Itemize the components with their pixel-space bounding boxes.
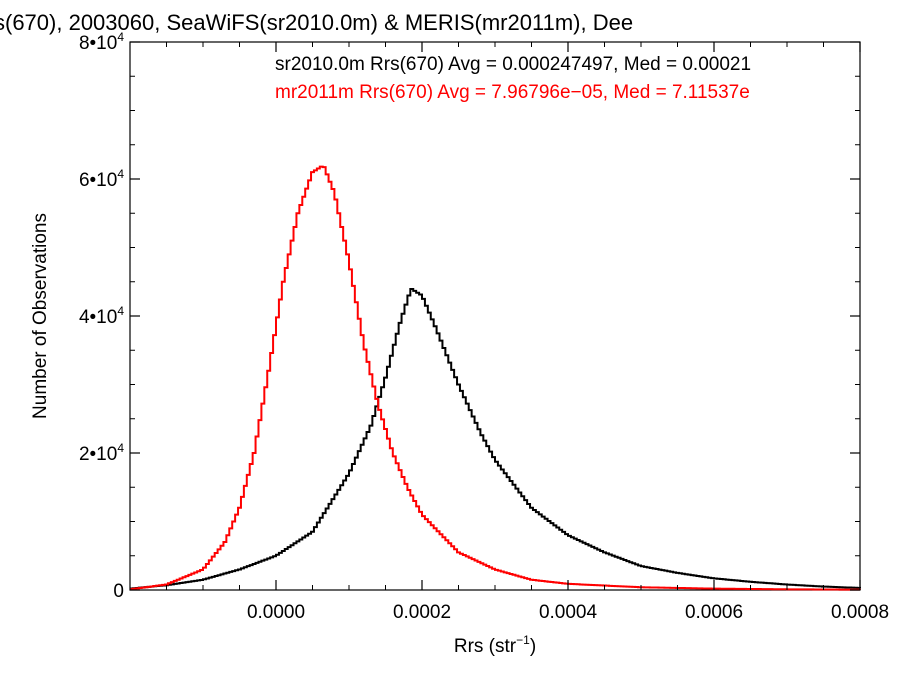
y-axis-label: Number of Observations [30,213,51,419]
x-axis-label-base: Rrs (str [454,636,517,657]
legend-entry-sr2010: sr2010.0m Rrs(670) Avg = 0.000247497, Me… [275,54,751,75]
y-tick-label: 4•104 [79,304,124,328]
x-tick-label: 0.0004 [539,602,598,623]
series-line-0 [130,288,861,590]
x-axis-label: Rrs (str−1) [454,633,536,657]
chart-title: s(670), 2003060, SeaWiFS(sr2010.0m) & ME… [0,10,633,35]
x-tick-label: 0.0000 [247,602,305,623]
histogram-curves [130,165,861,591]
y-tick-label: 8•104 [79,30,124,54]
y-tick-label: 6•104 [79,167,124,191]
y-tick-label: 2•104 [79,441,124,465]
legend-entry-mr2011: mr2011m Rrs(670) Avg = 7.96796e−05, Med … [275,82,750,103]
x-tick-label: 0.0002 [393,602,451,623]
x-tick-label: 0.0008 [831,602,889,623]
x-axis-label-end: ) [530,636,536,657]
x-axis-label-superscript: −1 [516,633,530,647]
y-tick-label: 0 [113,581,124,602]
series-line-1 [130,165,861,591]
x-axis-ticks: 0.0000 0.0002 0.0004 0.0006 0.0008 [129,42,889,623]
x-tick-label: 0.0006 [685,602,743,623]
y-axis-ticks: 0 2•104 4•104 6•104 8•104 [79,30,860,602]
